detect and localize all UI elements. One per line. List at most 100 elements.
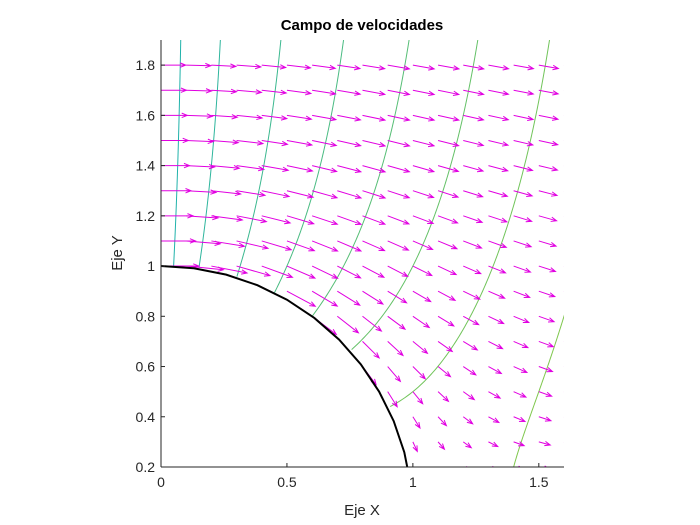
velocity-arrow bbox=[261, 165, 290, 172]
velocity-arrow bbox=[337, 165, 363, 173]
cylinder-boundary bbox=[161, 265, 409, 467]
chart-title: Campo de velocidades bbox=[281, 17, 444, 34]
velocity-arrow bbox=[488, 215, 509, 223]
velocity-arrow bbox=[311, 215, 339, 226]
velocity-arrow bbox=[387, 315, 407, 331]
velocity-arrow bbox=[387, 240, 410, 251]
velocity-arrow bbox=[286, 139, 314, 147]
velocity-arrow bbox=[161, 87, 188, 93]
velocity-arrow bbox=[538, 440, 552, 447]
velocity-arrow bbox=[236, 139, 265, 146]
velocity-arrow bbox=[387, 190, 411, 199]
potential-contour bbox=[312, 40, 410, 317]
velocity-arrow bbox=[462, 391, 476, 401]
velocity-arrow bbox=[463, 215, 484, 224]
velocity-arrow bbox=[312, 165, 338, 173]
velocity-arrow bbox=[538, 265, 557, 273]
potential-contour bbox=[274, 40, 345, 293]
velocity-arrow bbox=[362, 341, 381, 359]
y-tick-label: 0.2 bbox=[136, 459, 156, 475]
velocity-arrow bbox=[437, 441, 446, 451]
velocity-arrow bbox=[286, 165, 314, 173]
velocity-arrow bbox=[538, 89, 560, 96]
velocity-arrow bbox=[311, 190, 339, 199]
velocity-arrow bbox=[337, 114, 362, 122]
velocity-arrow bbox=[261, 240, 293, 251]
velocity-arrow bbox=[337, 315, 360, 334]
velocity-arrow bbox=[387, 391, 398, 408]
velocity-arrow bbox=[437, 290, 457, 301]
velocity-arrow bbox=[186, 62, 213, 69]
velocity-arrow bbox=[286, 114, 313, 121]
velocity-arrow bbox=[513, 139, 535, 147]
velocity-arrow bbox=[312, 114, 338, 122]
velocity-arrow bbox=[488, 416, 501, 424]
velocity-arrow bbox=[236, 89, 263, 95]
velocity-arrow bbox=[161, 162, 191, 169]
velocity-arrow bbox=[412, 139, 436, 148]
velocity-arrow bbox=[412, 441, 418, 453]
velocity-arrow bbox=[563, 341, 564, 342]
velocity-arrow bbox=[211, 165, 241, 171]
y-tick-label: 1.4 bbox=[136, 158, 156, 174]
velocity-arrow bbox=[161, 62, 188, 68]
velocity-arrow bbox=[563, 441, 564, 443]
velocity-arrow bbox=[211, 240, 246, 249]
velocity-arrow bbox=[538, 139, 560, 147]
velocity-arrow bbox=[236, 63, 263, 70]
velocity-arrow bbox=[412, 466, 414, 467]
velocity-arrow bbox=[412, 391, 424, 405]
velocity-arrow bbox=[538, 391, 553, 397]
velocity-arrow bbox=[412, 114, 436, 122]
velocity-arrow bbox=[387, 64, 411, 71]
y-tick-label: 1 bbox=[147, 258, 155, 274]
velocity-arrows bbox=[161, 62, 564, 467]
velocity-arrow bbox=[362, 315, 383, 332]
velocity-arrow bbox=[337, 64, 362, 71]
velocity-arrow bbox=[538, 340, 555, 348]
velocity-arrow bbox=[286, 190, 315, 199]
velocity-arrow bbox=[387, 265, 409, 278]
velocity-arrow bbox=[337, 89, 362, 96]
velocity-arrow bbox=[311, 265, 339, 279]
velocity-arrow bbox=[362, 89, 387, 97]
velocity-arrow bbox=[211, 215, 244, 222]
velocity-arrow bbox=[463, 265, 482, 275]
velocity-arrow bbox=[538, 416, 553, 422]
velocity-arrow bbox=[186, 88, 213, 94]
velocity-arrow bbox=[462, 441, 473, 449]
velocity-arrow bbox=[563, 165, 564, 167]
x-tick-label: 1.5 bbox=[529, 474, 549, 490]
velocity-arrow bbox=[261, 139, 289, 147]
velocity-arrow bbox=[311, 290, 339, 307]
velocity-arrow bbox=[488, 265, 507, 274]
velocity-arrow bbox=[563, 240, 564, 242]
velocity-arrow bbox=[286, 215, 315, 225]
y-tick-label: 0.6 bbox=[136, 359, 156, 375]
velocity-arrow bbox=[513, 416, 527, 422]
potential-contour bbox=[351, 40, 479, 350]
velocity-arrow bbox=[337, 265, 362, 279]
velocity-arrow bbox=[488, 89, 510, 96]
velocity-arrow bbox=[236, 265, 272, 277]
velocity-arrow bbox=[412, 341, 429, 355]
velocity-arrow bbox=[437, 165, 460, 173]
velocity-arrow bbox=[437, 341, 454, 353]
velocity-arrow bbox=[438, 466, 442, 467]
velocity-arrow bbox=[236, 240, 270, 250]
velocity-arrow bbox=[437, 114, 461, 122]
y-tick-label: 0.8 bbox=[136, 308, 156, 324]
velocity-arrow bbox=[563, 215, 564, 217]
velocity-arrow bbox=[513, 340, 530, 349]
velocity-arrow bbox=[538, 215, 558, 222]
velocity-arrow bbox=[337, 139, 362, 148]
velocity-arrow bbox=[211, 190, 243, 197]
velocity-arrow bbox=[538, 290, 557, 298]
velocity-arrow bbox=[463, 165, 485, 173]
velocity-arrow bbox=[362, 215, 387, 225]
y-tick-label: 1.2 bbox=[136, 208, 156, 224]
velocity-arrow bbox=[412, 290, 432, 303]
velocity-arrow bbox=[387, 139, 411, 148]
velocity-arrow bbox=[462, 366, 477, 376]
potential-contours bbox=[173, 40, 564, 467]
